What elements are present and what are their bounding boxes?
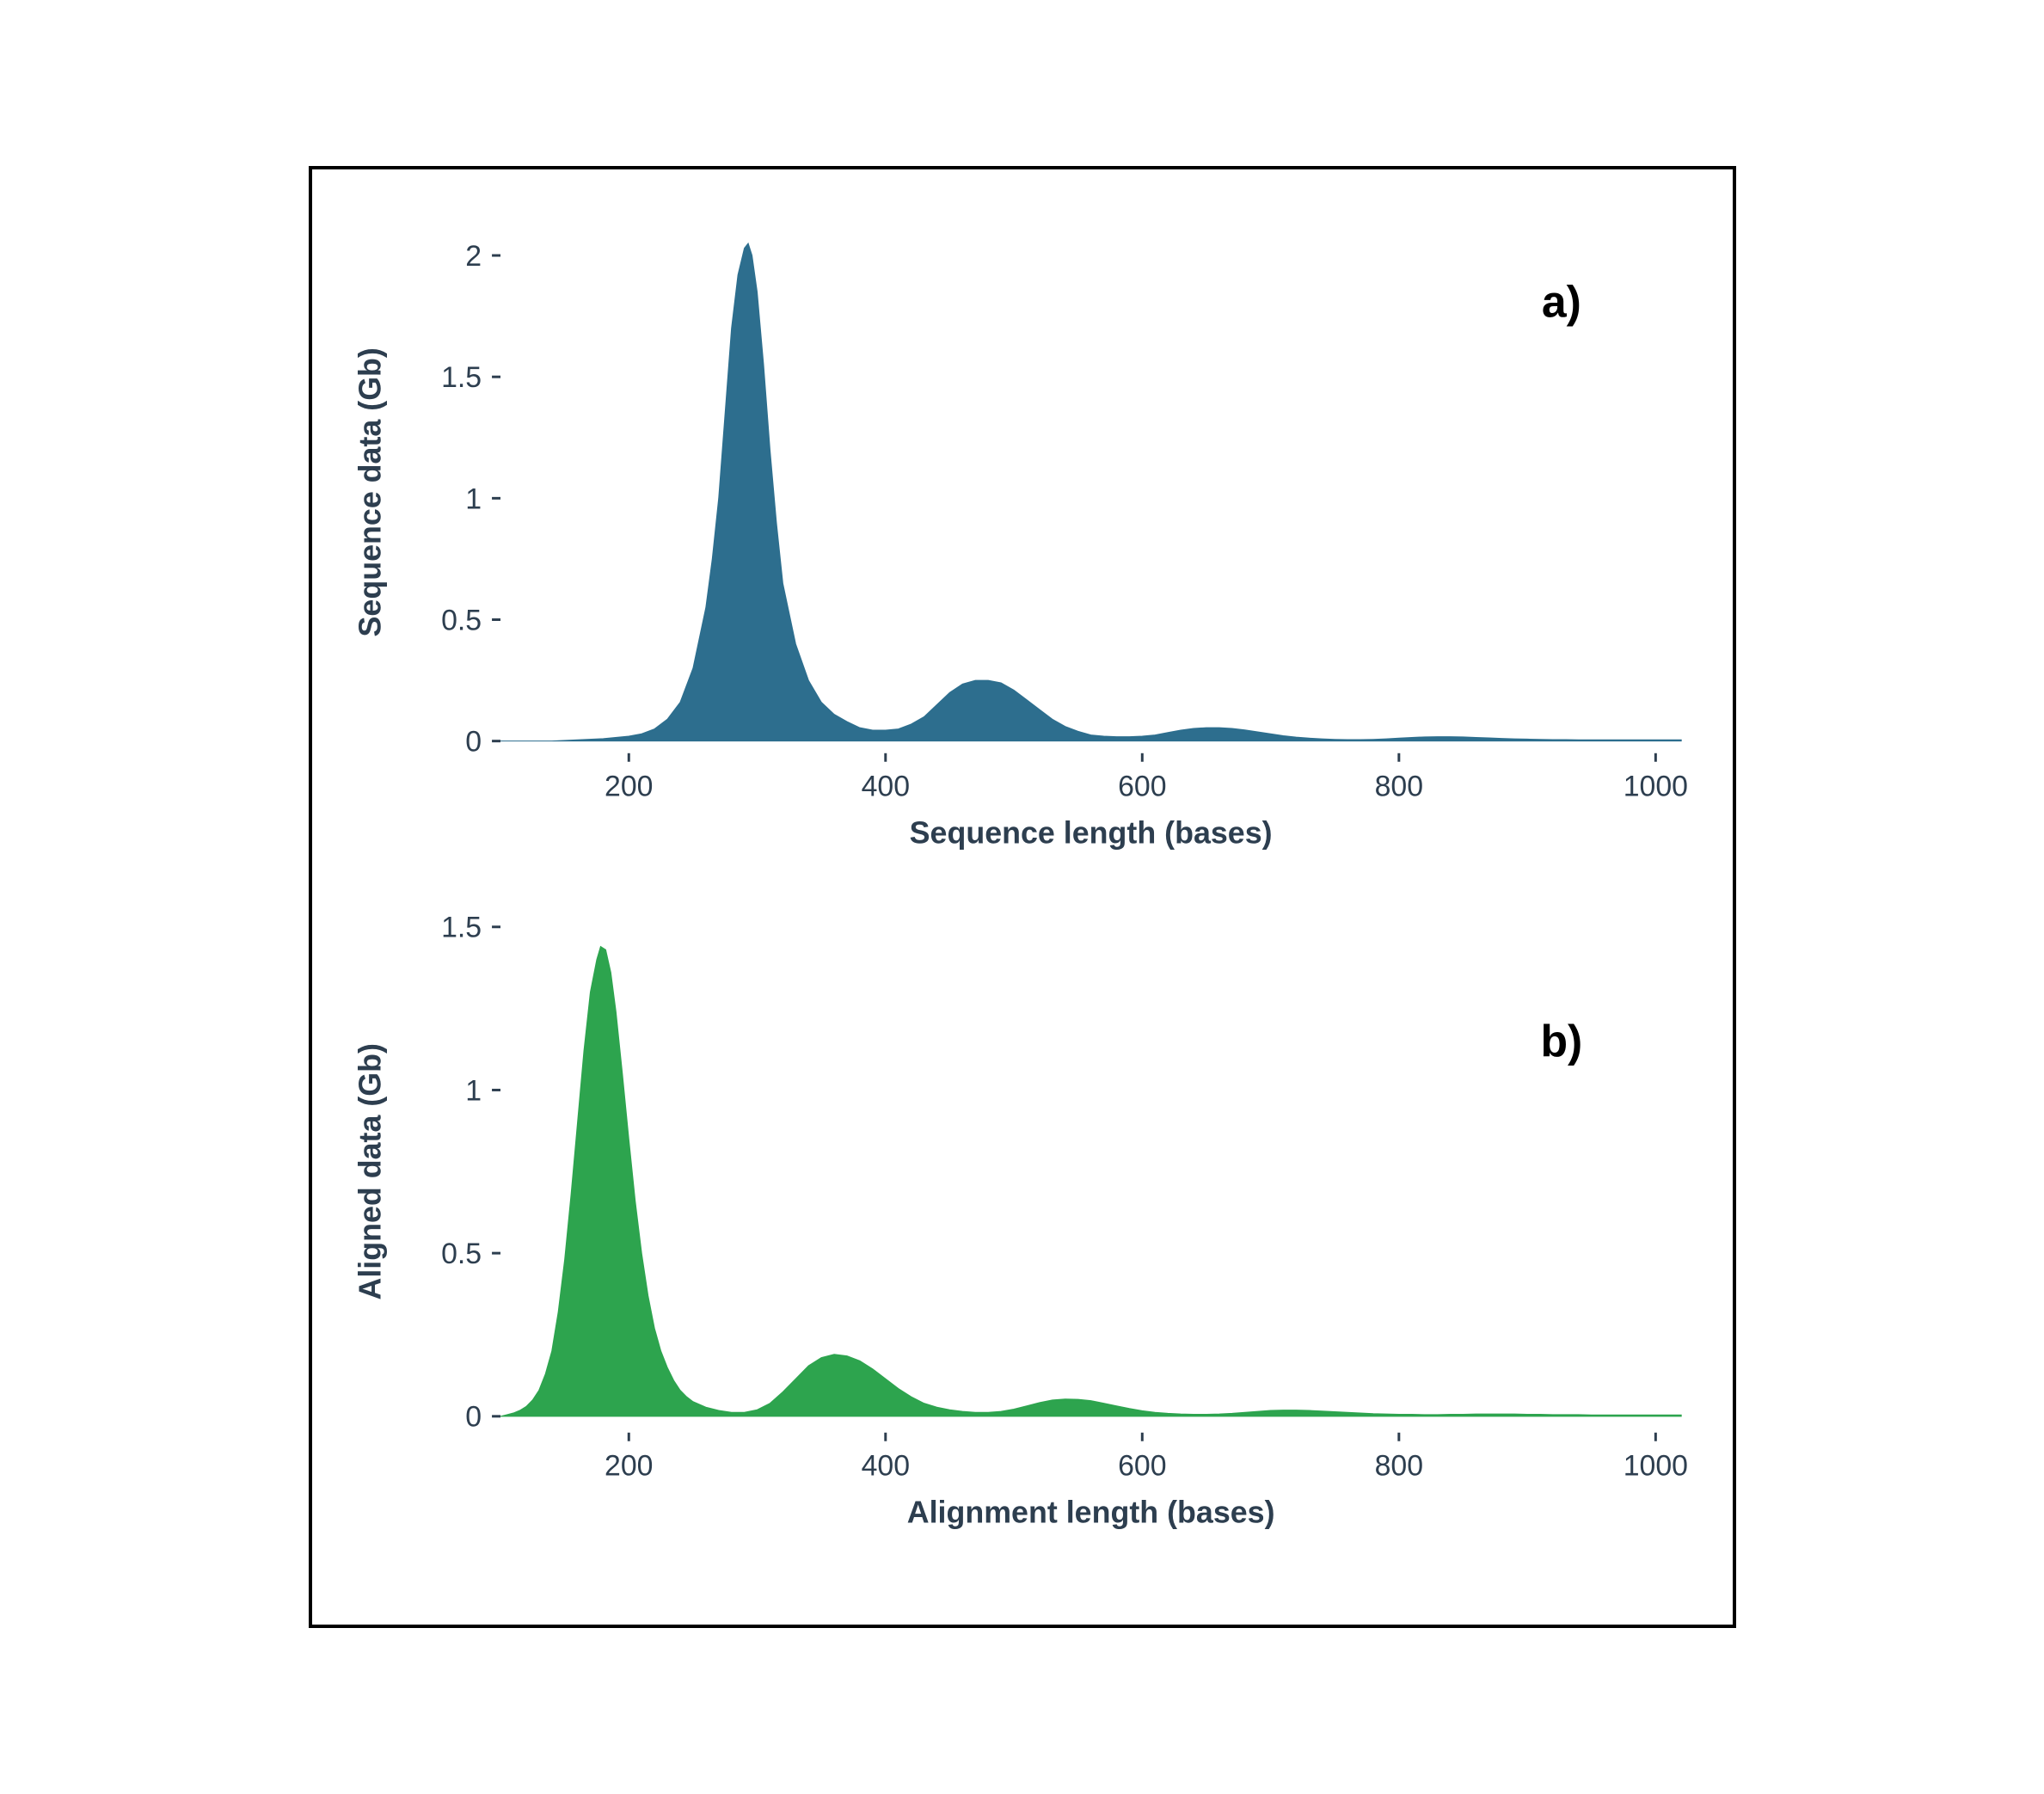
panel-tag: b) [1540,1016,1582,1066]
panel-a: 200 400 600 800 1000 0 0.5 1 1.5 2 Sequence length… [329,204,1716,883]
area-fill [500,947,1681,1416]
y-tick-label: 1 [465,482,482,515]
y-axis-label: Sequence data (Gb) [353,347,387,636]
x-tick-label: 600 [1118,1450,1166,1483]
x-tick-label: 200 [605,771,653,803]
x-tick-label: 400 [861,1450,909,1483]
x-axis-label: Alignment length (bases) [906,1495,1274,1529]
x-tick-label: 1000 [1623,771,1687,803]
panel-tag: a) [1541,276,1581,326]
y-tick-label: 0.5 [441,604,482,636]
y-tick-label: 1.5 [441,361,482,394]
x-axis-label: Sequence length (bases) [909,815,1272,850]
area-fill [500,243,1681,741]
x-tick-label: 200 [605,1450,653,1483]
x-tick-label: 600 [1118,771,1166,803]
y-tick-label: 1 [465,1074,482,1107]
y-tick-label: 0 [465,1401,482,1434]
y-tick-label: 2 [465,240,482,273]
y-tick-label: 1.5 [441,912,482,944]
x-tick-label: 800 [1374,1450,1422,1483]
y-axis-label: Aligned data (Gb) [353,1043,387,1299]
x-tick-label: 400 [861,771,909,803]
figure-frame: 200 400 600 800 1000 0 0.5 1 1.5 2 Sequence length… [309,166,1736,1628]
x-tick-label: 800 [1374,771,1422,803]
y-tick-label: 0 [465,726,482,759]
x-tick-label: 1000 [1623,1450,1687,1483]
panel-b: 200 400 600 800 1000 0 0.5 1 1.5 Alignment length… [329,883,1716,1563]
page-background: 200 400 600 800 1000 0 0.5 1 1.5 2 Sequence length… [0,0,2044,1794]
chart-a-svg: 200 400 600 800 1000 0 0.5 1 1.5 2 Sequence length… [329,204,1716,883]
chart-b-svg: 200 400 600 800 1000 0 0.5 1 1.5 Alignment length… [329,883,1716,1563]
y-tick-label: 0.5 [441,1238,482,1270]
